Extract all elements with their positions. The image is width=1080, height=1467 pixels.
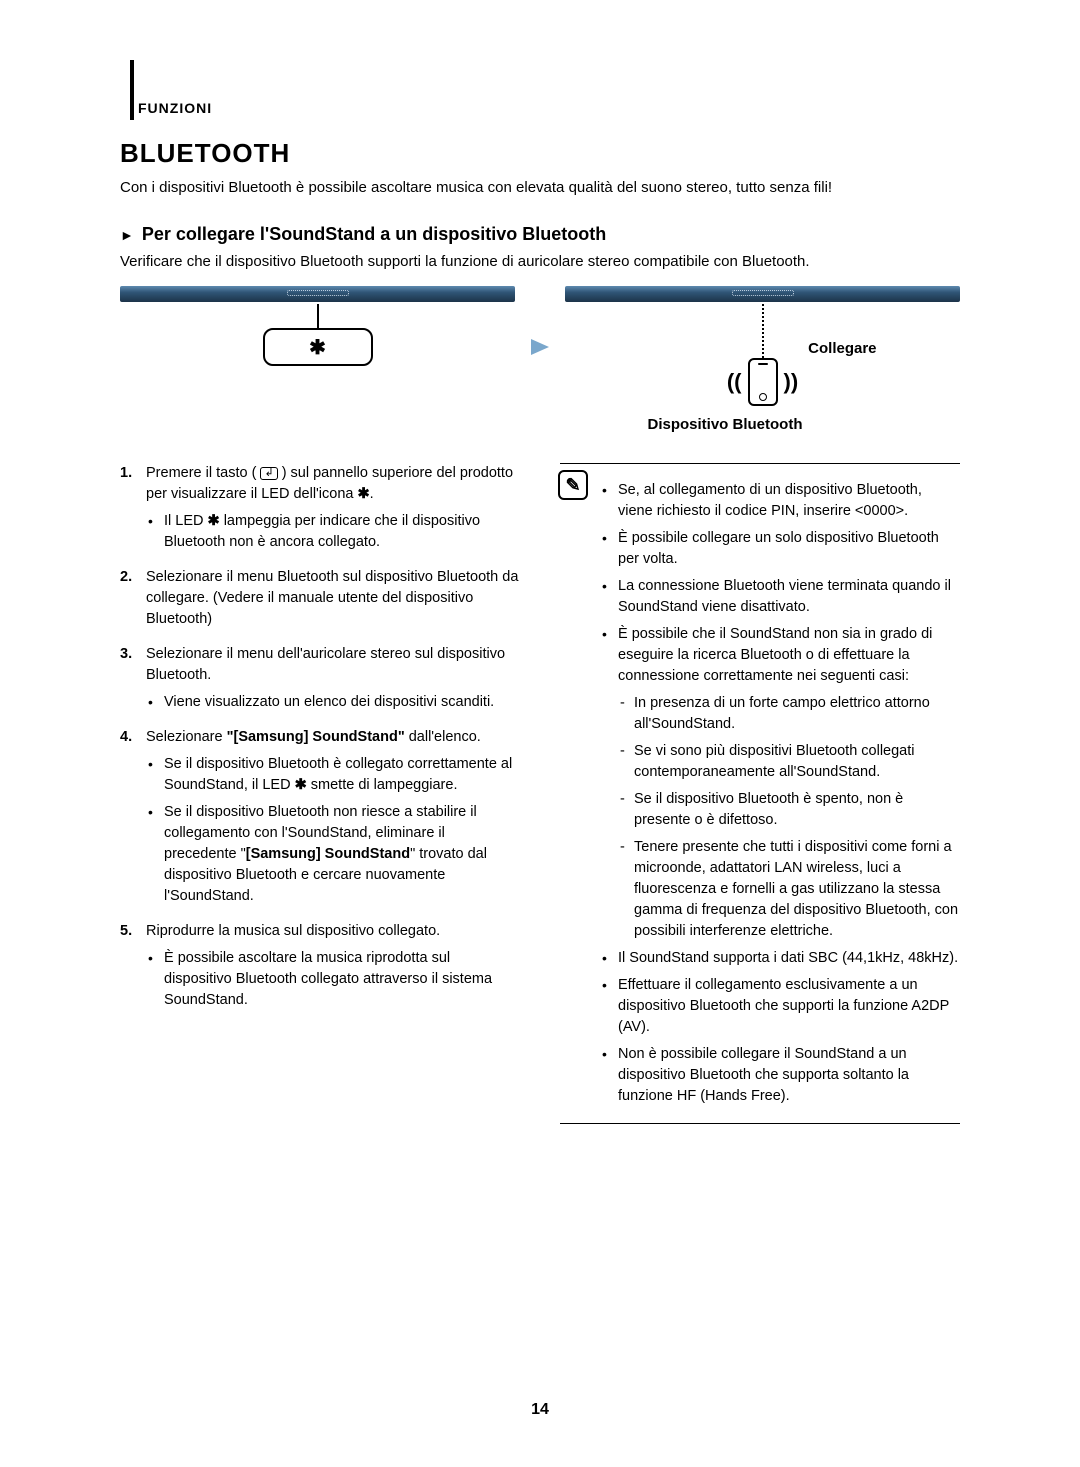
step-5: Riprodurre la musica sul dispositivo col… <box>120 921 520 1011</box>
step-3: Selezionare il menu dell'auricolare ster… <box>120 644 520 713</box>
remote-box: ✱ <box>263 328 373 366</box>
left-column: Premere il tasto ( ↲ ) sul pannello supe… <box>120 463 520 1124</box>
step-4-sub2: Se il dispositivo Bluetooth non riesce a… <box>146 802 520 907</box>
note-6: Effettuare il collegamento esclusivament… <box>600 975 960 1038</box>
dotted-stem <box>762 304 764 358</box>
bluetooth-icon: ✱ <box>208 513 220 529</box>
note-icon: ✎ <box>558 470 588 500</box>
phone-group: (( )) Collegare <box>727 302 798 406</box>
section-label: FUNZIONI <box>138 100 960 116</box>
device-label: Dispositivo Bluetooth <box>490 416 960 433</box>
note-4-d2: Se vi sono più dispositivi Bluetooth col… <box>618 741 960 783</box>
phone-icon <box>748 358 778 406</box>
note-4-d3: Se il dispositivo Bluetooth è spento, no… <box>618 789 960 831</box>
subcaption: Verificare che il dispositivo Bluetooth … <box>120 253 960 270</box>
page-title: BLUETOOTH <box>120 138 960 169</box>
wave-right-icon: )) <box>784 369 799 395</box>
note-4-d4: Tenere presente che tutti i dispositivi … <box>618 837 960 942</box>
soundbar-left-group: ✱ <box>120 286 515 366</box>
pairing-diagram: ✱ (( )) Collegare <box>120 286 960 406</box>
step-1: Premere il tasto ( ↲ ) sul pannello supe… <box>120 463 520 553</box>
note-box: ✎ Se, al collegamento di un dispositivo … <box>560 463 960 1124</box>
note-7: Non è possibile collegare il SoundStand … <box>600 1044 960 1107</box>
page-number: 14 <box>531 1401 549 1419</box>
soundbar-right <box>565 286 960 302</box>
note-4-d1: In presenza di un forte campo elettrico … <box>618 693 960 735</box>
content-columns: Premere il tasto ( ↲ ) sul pannello supe… <box>120 463 960 1124</box>
note-3: La connessione Bluetooth viene terminata… <box>600 576 960 618</box>
steps-list: Premere il tasto ( ↲ ) sul pannello supe… <box>120 463 520 1011</box>
soundbar-right-group: (( )) Collegare <box>565 286 960 406</box>
note-5: Il SoundStand supporta i dati SBC (44,1k… <box>600 948 960 969</box>
subheading: ► Per collegare l'SoundStand a un dispos… <box>120 224 960 245</box>
wave-left-icon: (( <box>727 369 742 395</box>
arrow-right-icon <box>531 339 549 355</box>
bluetooth-icon: ✱ <box>309 335 326 360</box>
step-2: Selezionare il menu Bluetooth sul dispos… <box>120 567 520 630</box>
subheading-text: Per collegare l'SoundStand a un disposit… <box>142 224 606 245</box>
note-2: È possibile collegare un solo dispositiv… <box>600 528 960 570</box>
intro-text: Con i dispositivi Bluetooth è possibile … <box>120 179 960 196</box>
soundbar-left <box>120 286 515 302</box>
step-1-sub: Il LED ✱ lampeggia per indicare che il d… <box>146 511 520 553</box>
note-4: È possibile che il SoundStand non sia in… <box>600 624 960 942</box>
source-button-icon: ↲ <box>260 467 277 480</box>
stem-left <box>317 304 319 328</box>
step-5-sub: È possibile ascoltare la musica riprodot… <box>146 948 520 1011</box>
note-1: Se, al collegamento di un dispositivo Bl… <box>600 480 960 522</box>
section-marker <box>130 60 134 120</box>
notes-list: Se, al collegamento di un dispositivo Bl… <box>600 480 960 1107</box>
step-4-sub1: Se il dispositivo Bluetooth è collegato … <box>146 754 520 796</box>
step-4: Selezionare "[Samsung] SoundStand" dall'… <box>120 727 520 907</box>
step-3-sub: Viene visualizzato un elenco dei disposi… <box>146 692 520 713</box>
collegare-label: Collegare <box>808 340 876 357</box>
right-column: ✎ Se, al collegamento di un dispositivo … <box>560 463 960 1124</box>
bluetooth-icon: ✱ <box>358 486 370 502</box>
triangle-icon: ► <box>120 227 134 243</box>
bluetooth-icon: ✱ <box>295 777 307 793</box>
